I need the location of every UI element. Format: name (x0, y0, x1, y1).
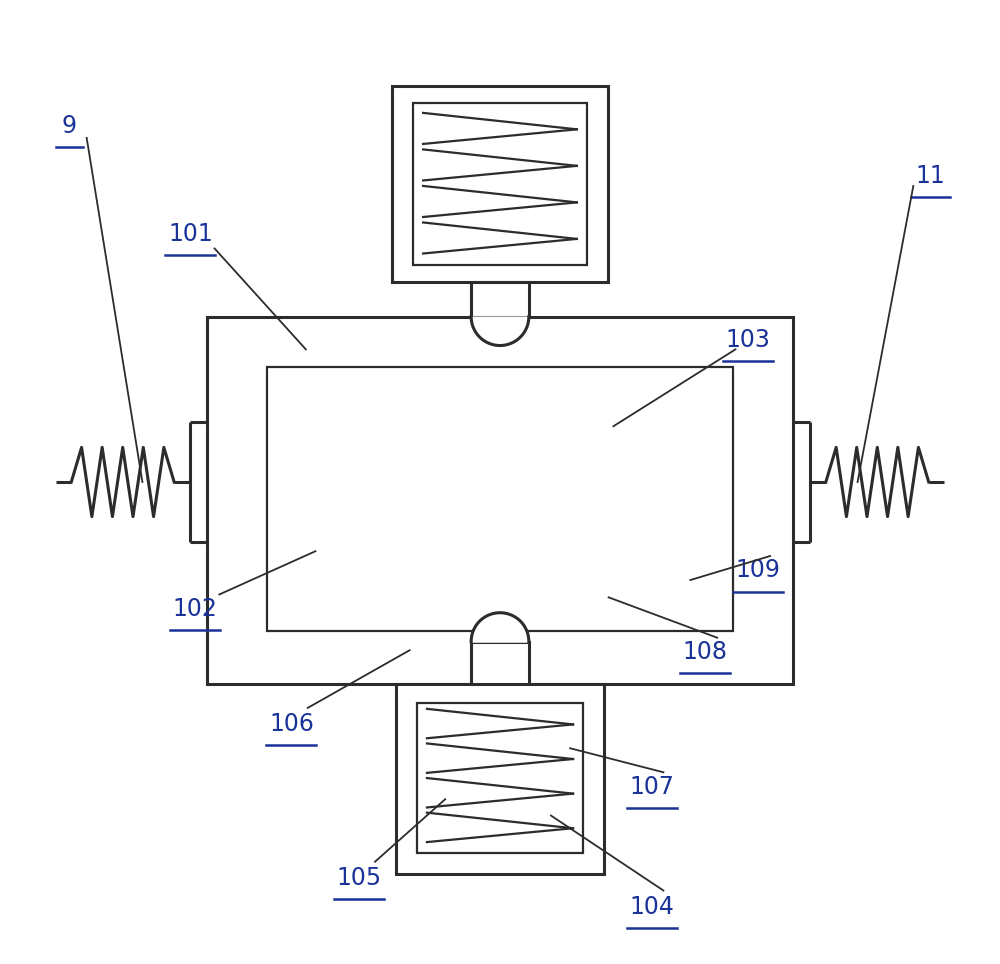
Text: 107: 107 (629, 775, 674, 799)
Text: 109: 109 (735, 558, 780, 582)
Bar (471, 282, 529, 316)
Text: 104: 104 (629, 895, 674, 919)
Bar (392, 86, 608, 282)
Text: 103: 103 (726, 328, 770, 352)
Text: 11: 11 (916, 164, 946, 188)
Text: 101: 101 (168, 222, 213, 246)
Text: 108: 108 (682, 640, 727, 664)
Bar (413, 103, 587, 265)
Text: 102: 102 (173, 597, 218, 621)
Text: 105: 105 (336, 866, 381, 890)
Bar (471, 642, 529, 683)
Bar (207, 316, 793, 683)
Bar (417, 703, 583, 853)
Bar (267, 366, 733, 631)
Text: 106: 106 (269, 712, 314, 736)
Text: 9: 9 (62, 115, 77, 139)
Bar (398, 685, 602, 701)
Bar (396, 683, 604, 874)
